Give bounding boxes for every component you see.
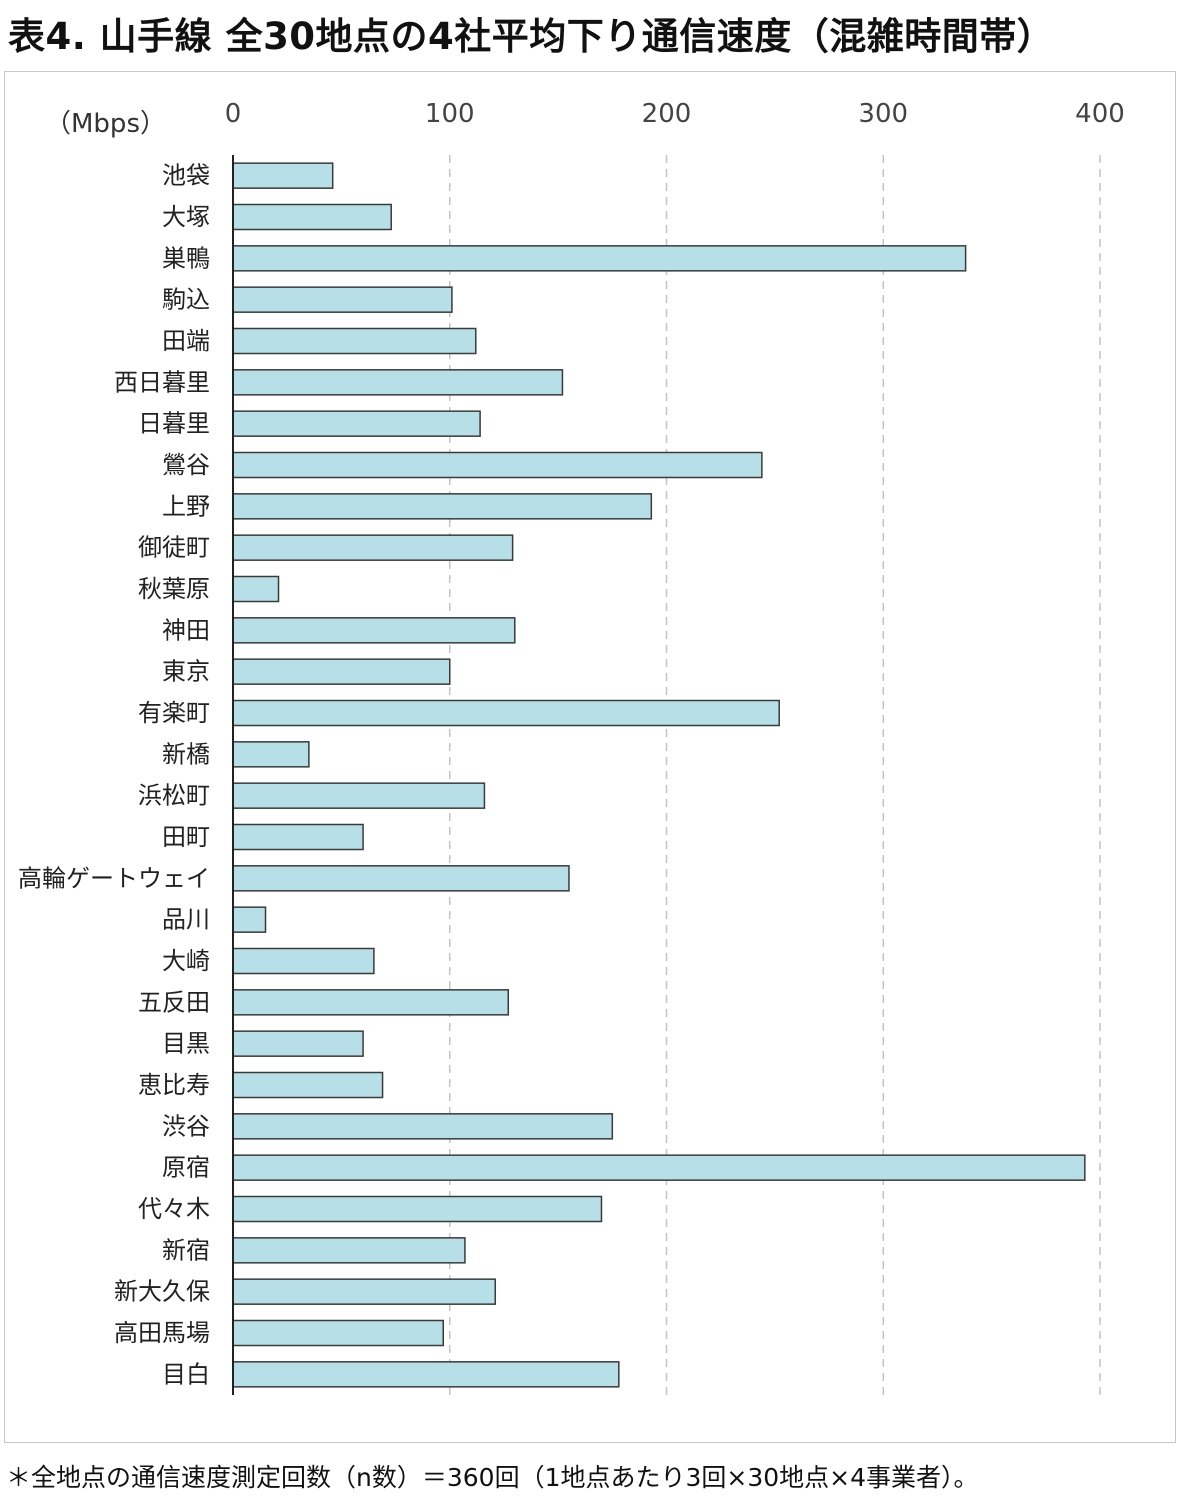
unit-label: （Mbps） xyxy=(45,109,166,139)
category-label: 秋葉原 xyxy=(138,575,210,603)
bar xyxy=(232,617,516,644)
category-label: 日暮里 xyxy=(138,410,210,438)
category-label: 新大久保 xyxy=(114,1278,210,1306)
category-label: 池袋 xyxy=(162,162,210,190)
bar xyxy=(232,410,481,437)
category-label: 新宿 xyxy=(162,1236,210,1264)
category-label: 恵比寿 xyxy=(138,1071,210,1099)
category-label: 上野 xyxy=(162,492,210,520)
bar xyxy=(232,1319,444,1347)
category-label: 目黒 xyxy=(162,1030,210,1058)
category-label: 東京 xyxy=(162,658,210,686)
x-tick-label: 0 xyxy=(225,99,242,129)
category-label: 西日暮里 xyxy=(114,368,210,396)
bar xyxy=(232,741,310,768)
bar xyxy=(232,906,267,933)
category-label: 御徒町 xyxy=(138,534,210,562)
bar xyxy=(232,658,451,685)
category-label: 高輪ゲートウェイ xyxy=(18,864,210,892)
category-label: 駒込 xyxy=(162,286,210,314)
bar xyxy=(232,1237,466,1264)
category-label: 原宿 xyxy=(162,1154,210,1182)
category-label: 新橋 xyxy=(162,740,210,768)
bar xyxy=(232,493,653,520)
bar xyxy=(232,575,280,603)
bar xyxy=(232,989,510,1016)
category-label: 代々木 xyxy=(138,1195,210,1223)
bar xyxy=(232,203,392,231)
bar xyxy=(232,327,477,355)
footnote: ＊全地点の通信速度測定回数（n数）＝360回（1地点あたり3回×30地点×4事業… xyxy=(6,1463,979,1492)
bar xyxy=(232,162,334,189)
bar xyxy=(232,286,453,313)
category-label: 大塚 xyxy=(162,203,210,231)
bar xyxy=(232,1361,620,1388)
chart-title: 表4. 山手線 全30地点の4社平均下り通信速度（混雑時間帯） xyxy=(8,15,1055,58)
category-label: 五反田 xyxy=(138,988,210,1016)
bar xyxy=(232,865,570,892)
bar xyxy=(232,245,967,272)
bar xyxy=(232,823,364,851)
category-label: 巣鴨 xyxy=(162,244,210,272)
category-label: 大崎 xyxy=(162,947,210,975)
x-tick-label: 300 xyxy=(858,99,908,129)
category-label: 渋谷 xyxy=(162,1112,210,1140)
bar xyxy=(232,1195,603,1223)
bar xyxy=(232,1154,1086,1181)
category-label: 神田 xyxy=(162,616,210,644)
category-label: 浜松町 xyxy=(138,782,210,810)
bar xyxy=(232,1071,384,1099)
x-tick-label: 100 xyxy=(425,99,475,129)
category-label: 有楽町 xyxy=(138,699,210,727)
bar xyxy=(232,369,564,396)
category-label: 高田馬場 xyxy=(114,1319,210,1347)
category-label: 品川 xyxy=(162,906,210,934)
bar xyxy=(232,699,780,727)
bar xyxy=(232,1113,614,1140)
category-label: 田端 xyxy=(162,327,210,355)
category-label: 鶯谷 xyxy=(162,451,210,479)
bar xyxy=(232,451,763,479)
bar xyxy=(232,947,375,975)
category-label: 目白 xyxy=(162,1360,210,1388)
bar xyxy=(232,534,514,561)
bar xyxy=(232,782,486,809)
x-tick-label: 400 xyxy=(1075,99,1125,129)
bar xyxy=(232,1278,497,1305)
x-tick-label: 200 xyxy=(642,99,692,129)
bar xyxy=(232,1030,364,1057)
category-label: 田町 xyxy=(162,823,210,851)
